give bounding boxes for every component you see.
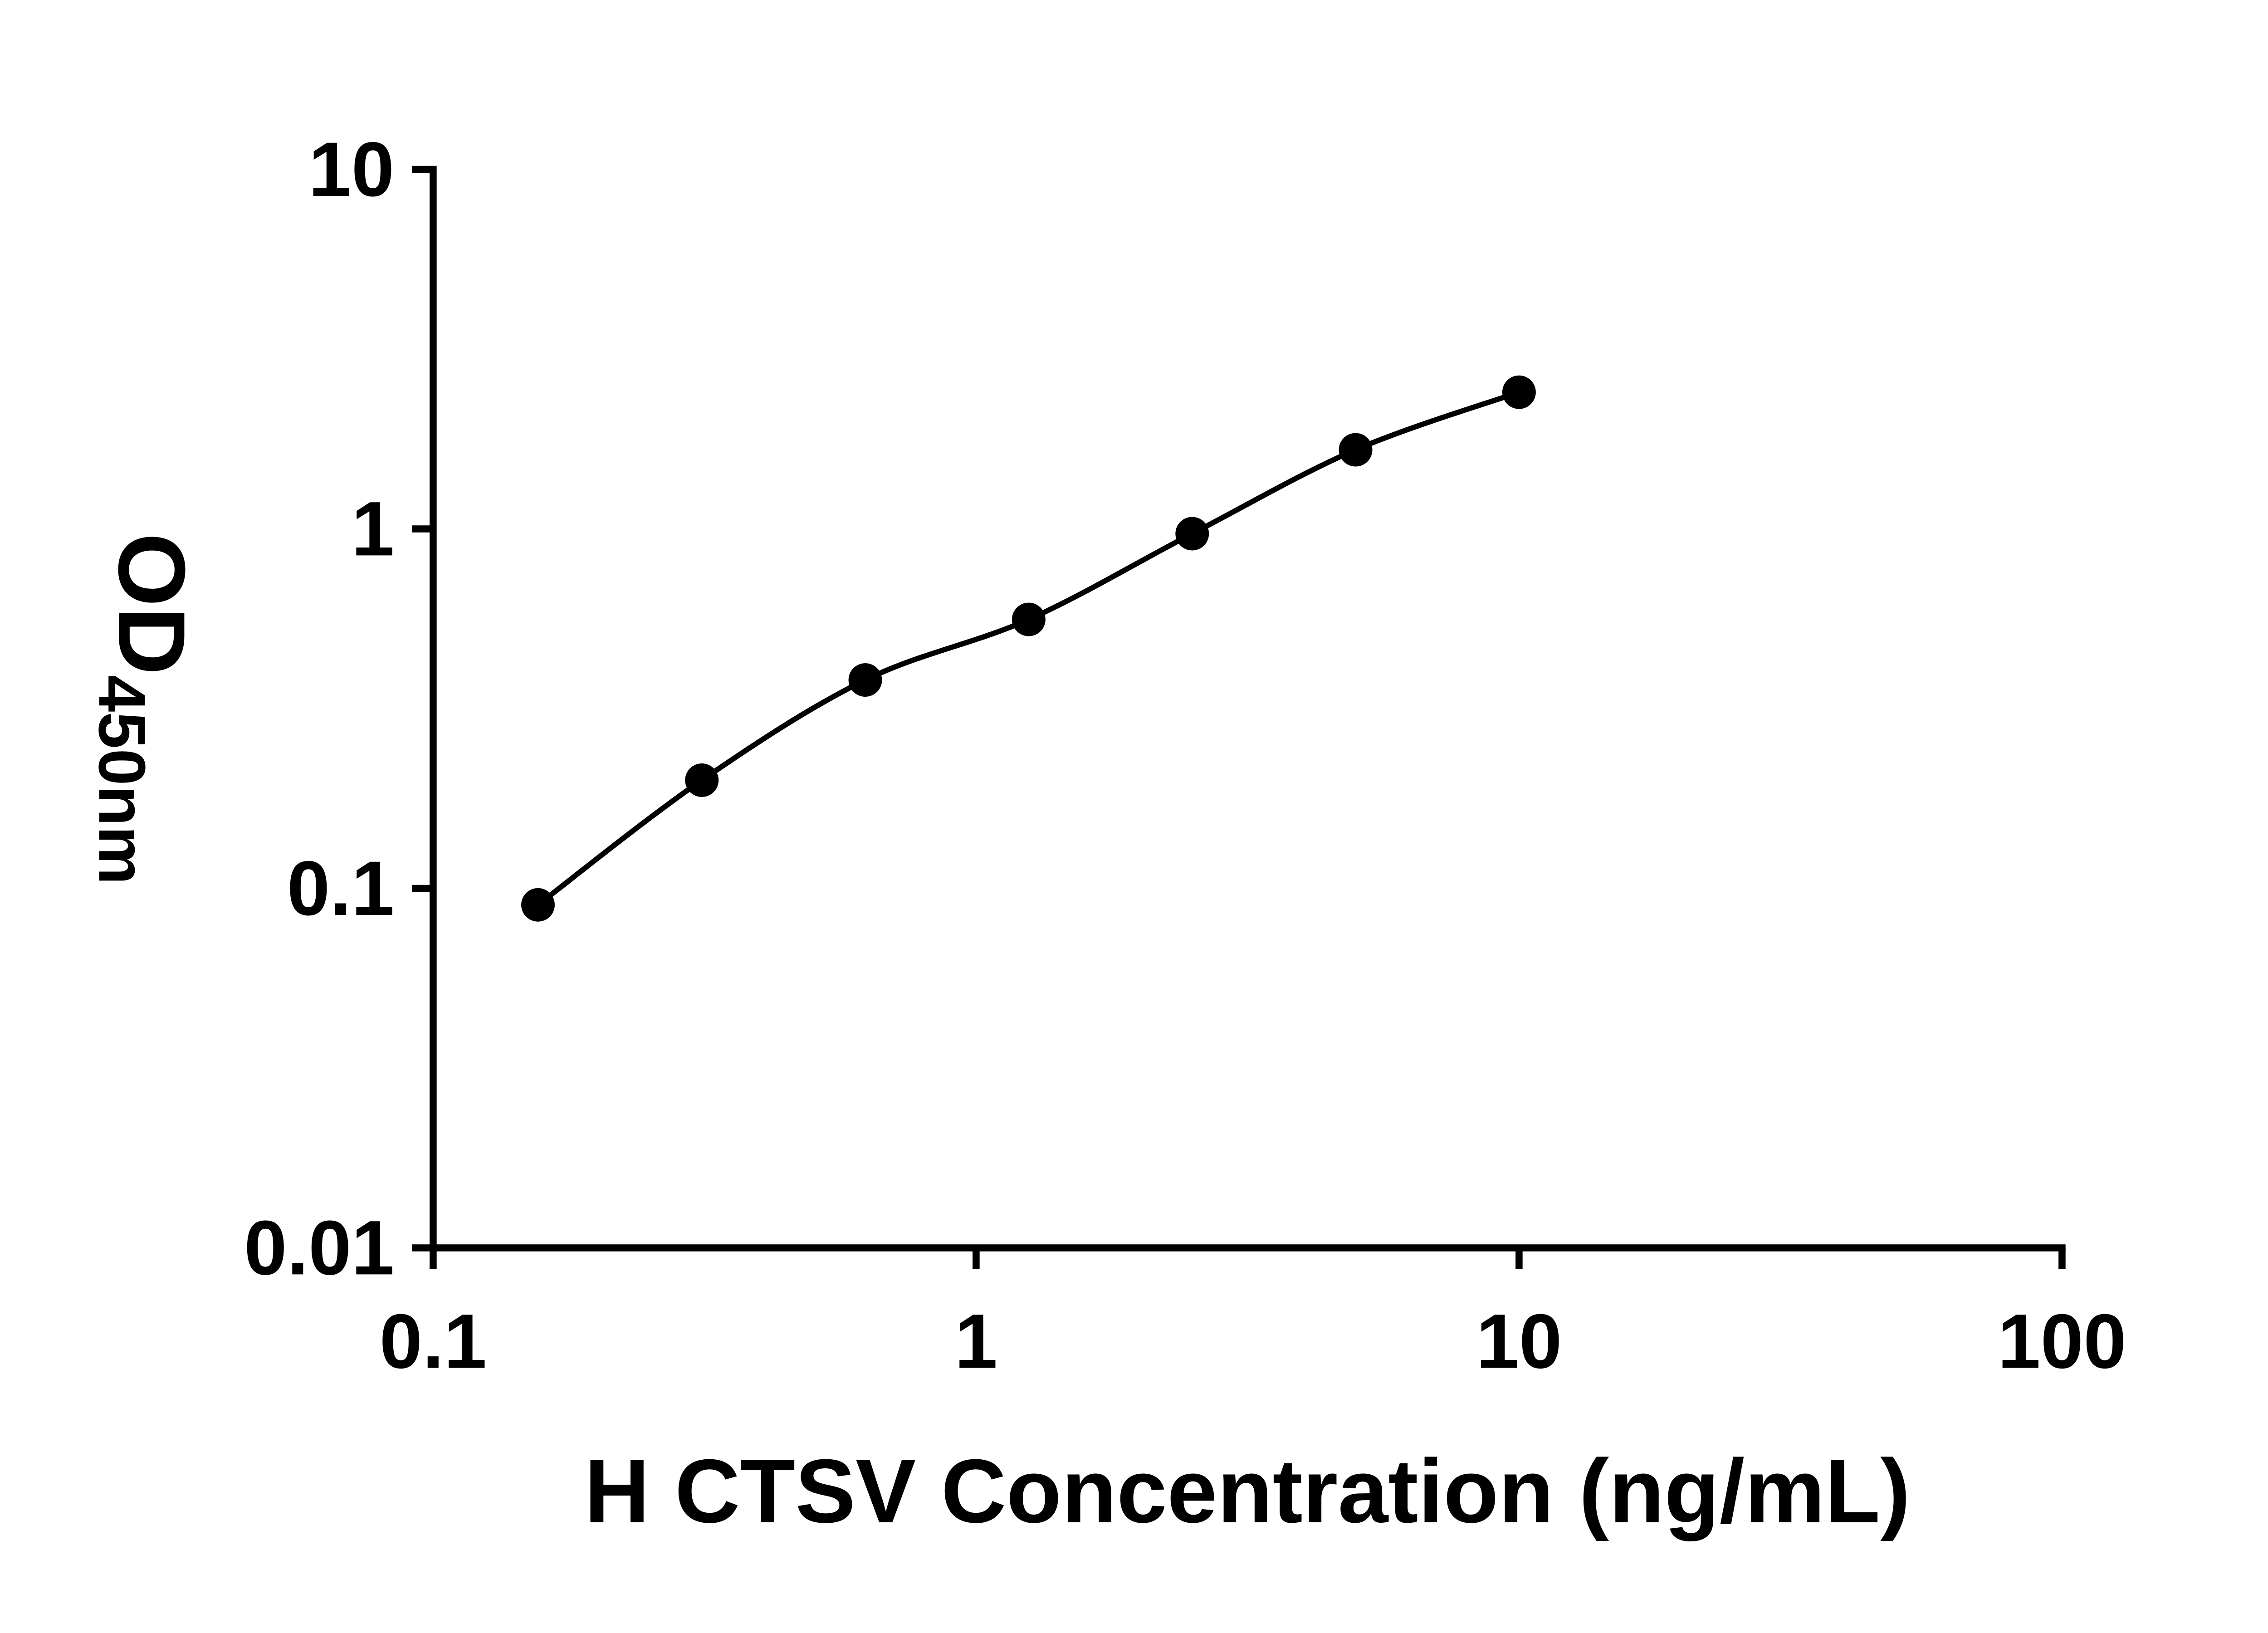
y-axis-title-main: OD [99,533,205,675]
data-point [1339,433,1373,467]
data-points-layer [521,375,1536,922]
y-axis-title: OD450nm [85,533,205,885]
axis-titles: H CTSV Concentration (ng/mL) OD450nm [85,533,1911,1542]
fit-curve-layer [536,390,1520,907]
data-point [1502,375,1536,409]
y-tick-label: 0.1 [287,846,395,932]
data-point [1012,602,1046,636]
x-tick-label: 10 [1476,1298,1562,1384]
data-point [521,888,555,922]
y-tick-label: 0.01 [244,1205,394,1291]
x-tick-label: 1 [955,1298,998,1384]
y-tick-label: 1 [352,486,395,572]
y-axis-title-subscript: 450nm [85,675,159,885]
data-point [848,663,882,697]
data-point [1175,517,1209,551]
fit-curve [536,390,1520,907]
x-tick-label: 100 [1998,1298,2126,1384]
axis-lines [430,166,2066,1252]
x-tick-label: 0.1 [380,1298,487,1384]
x-axis-title: H CTSV Concentration (ng/mL) [584,1441,1910,1542]
data-point [685,763,719,797]
y-tick-label: 10 [308,127,394,213]
